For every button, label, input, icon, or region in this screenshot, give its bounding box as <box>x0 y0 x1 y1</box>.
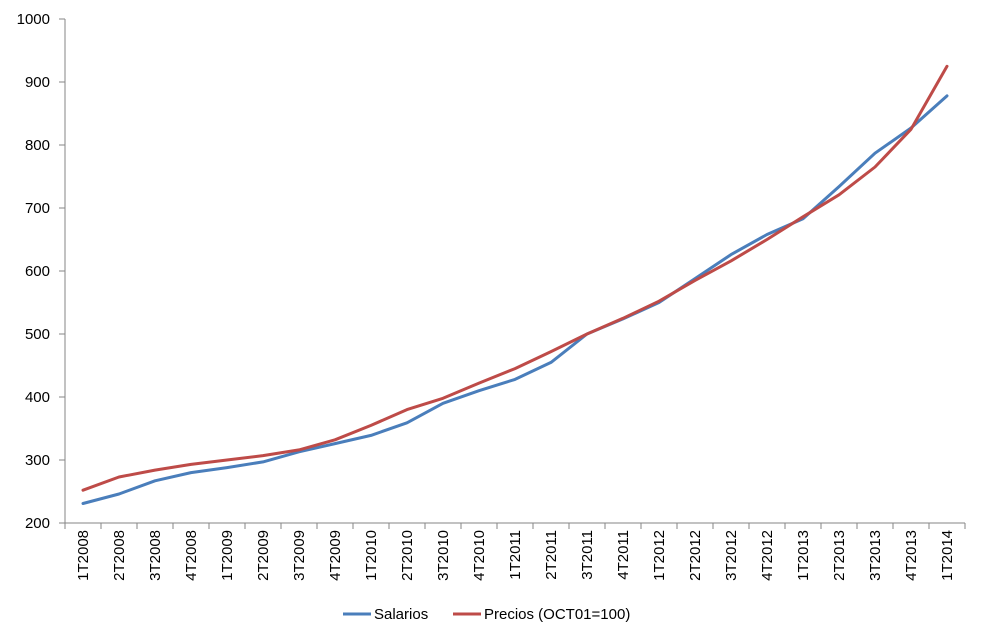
y-tick-label: 900 <box>25 74 50 91</box>
series-lines <box>81 64 949 505</box>
legend-label: Precios (OCT01=100) <box>484 606 630 623</box>
y-tick-label: 600 <box>25 263 50 280</box>
x-tick-label: 3T2010 <box>435 530 452 581</box>
x-tick-label: 3T2009 <box>291 530 308 581</box>
x-tick-label: 1T2013 <box>795 530 812 581</box>
x-tick-label: 3T2012 <box>723 530 740 581</box>
x-tick-label: 2T2013 <box>831 530 848 581</box>
x-tick-label: 2T2010 <box>399 530 416 581</box>
x-tick-label: 3T2013 <box>867 530 884 581</box>
legend-label: Salarios <box>374 606 428 623</box>
x-tick-label: 4T2010 <box>471 530 488 581</box>
legend-item: Salarios <box>343 606 428 623</box>
series-line <box>81 94 949 505</box>
x-tick-label: 1T2009 <box>219 530 236 581</box>
series-precios <box>81 64 949 492</box>
x-tick-label: 1T2010 <box>363 530 380 581</box>
y-tick-label: 800 <box>25 137 50 154</box>
legend: Salarios Precios (OCT01=100) <box>343 606 630 623</box>
x-tick-label: 1T2011 <box>507 530 524 580</box>
x-tick-label: 3T2008 <box>147 530 164 581</box>
x-tick-label: 4T2013 <box>903 530 920 581</box>
y-tick-label: 1000 <box>17 11 50 28</box>
x-axis-tick-labels: 1T2008 2T2008 3T2008 4T2008 1T2009 2T2009 3T20… <box>75 530 956 581</box>
x-tick-label: 4T2008 <box>183 530 200 581</box>
x-tick-label: 1T2012 <box>651 530 668 581</box>
x-tick-label: 2T2008 <box>111 530 128 581</box>
series-salarios <box>81 94 949 505</box>
legend-item: Precios (OCT01=100) <box>453 606 630 623</box>
x-tick-label: 1T2014 <box>939 530 956 581</box>
x-tick-label: 4T2012 <box>759 530 776 581</box>
y-tick-label: 700 <box>25 200 50 217</box>
x-tick-label: 3T2011 <box>579 530 596 580</box>
x-tick-label: 2T2012 <box>687 530 704 581</box>
x-tick-label: 2T2011 <box>543 530 560 580</box>
y-tick-label: 500 <box>25 326 50 343</box>
y-tick-label: 200 <box>25 515 50 532</box>
y-axis-tick-labels: 200 300 400 500 600 700 800 900 1000 <box>17 11 50 532</box>
x-tick-label: 2T2009 <box>255 530 272 581</box>
x-tick-label: 4T2011 <box>615 530 632 580</box>
x-tick-label: 4T2009 <box>327 530 344 581</box>
y-tick-label: 400 <box>25 389 50 406</box>
axes <box>59 18 966 529</box>
x-tick-label: 1T2008 <box>75 530 92 581</box>
y-tick-label: 300 <box>25 452 50 469</box>
series-line <box>81 64 949 492</box>
